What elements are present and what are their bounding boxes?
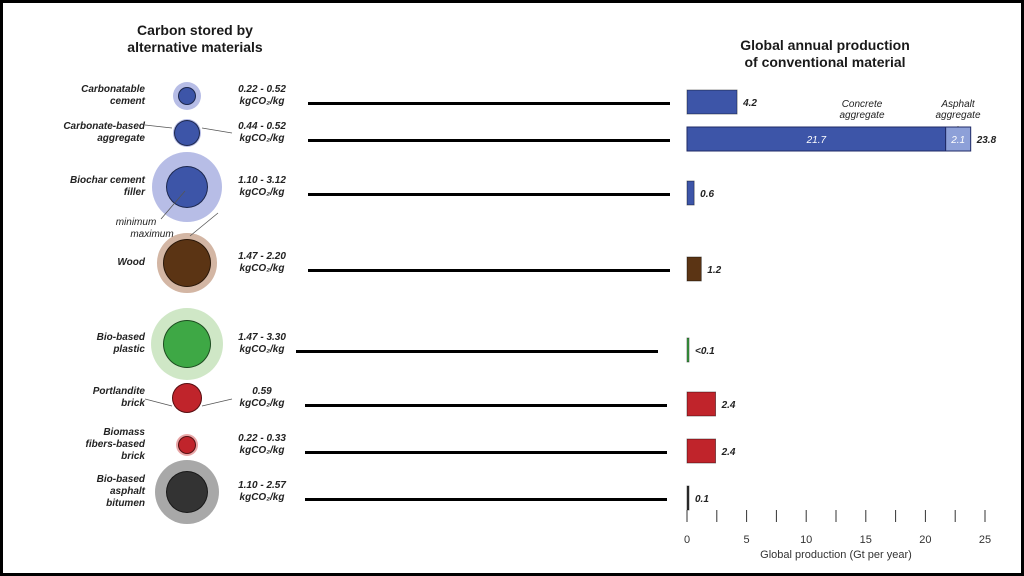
material-label: Bio-based plastic [96, 332, 145, 355]
bar-value-label: 4.2 [742, 98, 757, 109]
connector-line [305, 451, 667, 454]
production-bar [686, 89, 738, 115]
bar-segment-name-label: aggregate [839, 110, 884, 121]
right-panel-title: Global annual production of conventional… [740, 37, 910, 70]
min-carbon-circle [177, 435, 197, 455]
carbon-range-label: 0.59 kgCO₂/kg [239, 386, 285, 409]
label-leader [144, 398, 173, 407]
material-label: Biochar cement filler [69, 175, 145, 198]
min-carbon-circle [173, 119, 201, 147]
bar-segment-value-label: 21.7 [806, 135, 827, 146]
connector-line [305, 498, 667, 501]
x-axis-tick-label: 10 [800, 534, 812, 546]
production-bar [686, 256, 702, 282]
min-carbon-circle [162, 319, 212, 369]
x-axis-tick-label: 0 [684, 534, 690, 546]
carbon-range-label: 1.47 - 3.30 kgCO₂/kg [238, 332, 286, 355]
x-axis-tick-label: 25 [979, 534, 991, 546]
max-legend-leader [189, 212, 219, 237]
production-bar [686, 485, 690, 511]
label-leader [201, 398, 233, 407]
max-legend-label: maximum [130, 229, 174, 240]
connector-line [296, 350, 658, 353]
carbon-range-label: 1.10 - 3.12 kgCO₂/kg [238, 175, 286, 198]
production-bar [686, 337, 690, 363]
connector-line [308, 139, 670, 142]
min-carbon-circle [166, 166, 208, 208]
bar-segment-name-label: Asphalt [940, 99, 976, 110]
bar-value-label: <0.1 [695, 346, 715, 357]
min-carbon-circle [171, 382, 203, 414]
material-label: Carbonatable cement [81, 84, 145, 107]
min-carbon-circle [177, 86, 197, 106]
connector-line [305, 404, 667, 407]
label-leader [144, 124, 173, 129]
material-label: Biomass fibers-based brick [85, 427, 145, 462]
connector-line [308, 269, 670, 272]
connector-line [308, 102, 670, 105]
min-carbon-circle [162, 238, 212, 288]
min-legend-label: minimum [115, 217, 157, 228]
bar-segment [945, 126, 972, 152]
x-axis-label: Global production (Gt per year) [760, 549, 912, 561]
bar-value-label: 0.6 [700, 189, 714, 200]
min-legend-leader [160, 190, 186, 220]
production-bar [686, 438, 717, 464]
connector-line [308, 193, 670, 196]
x-axis-tick-label: 5 [744, 534, 750, 546]
bar-value-label: 23.8 [976, 135, 997, 146]
carbon-range-label: 0.22 - 0.33 kgCO₂/kg [238, 433, 286, 456]
bar-segment-value-label: 2.1 [950, 135, 965, 146]
bar-segment-name-label: aggregate [935, 110, 980, 121]
carbon-range-label: 0.22 - 0.52 kgCO₂/kg [238, 84, 286, 107]
carbon-range-label: 1.10 - 2.57 kgCO₂/kg [238, 480, 286, 503]
bar-segment-name-label: Concrete [842, 99, 883, 110]
material-label: Carbonate-based aggregate [63, 121, 145, 144]
bar-value-label: 2.4 [721, 447, 736, 458]
bar-value-label: 1.2 [707, 265, 721, 276]
carbon-range-label: 0.44 - 0.52 kgCO₂/kg [238, 121, 286, 144]
material-label: Bio-based asphalt bitumen [96, 474, 145, 509]
carbon-range-label: 1.47 - 2.20 kgCO₂/kg [238, 251, 286, 274]
material-label: Wood [117, 257, 145, 268]
label-leader [201, 127, 233, 134]
bar-value-label: 0.1 [695, 494, 709, 505]
min-carbon-circle [166, 471, 208, 513]
material-label: Portlandite brick [92, 386, 145, 409]
x-axis-tick-label: 20 [919, 534, 931, 546]
left-panel-title: Carbon stored by alternative materials [127, 22, 263, 55]
production-bar [686, 391, 717, 417]
bar-value-label: 2.4 [721, 400, 736, 411]
x-axis-tick-label: 15 [860, 534, 872, 546]
production-bar [686, 180, 695, 206]
